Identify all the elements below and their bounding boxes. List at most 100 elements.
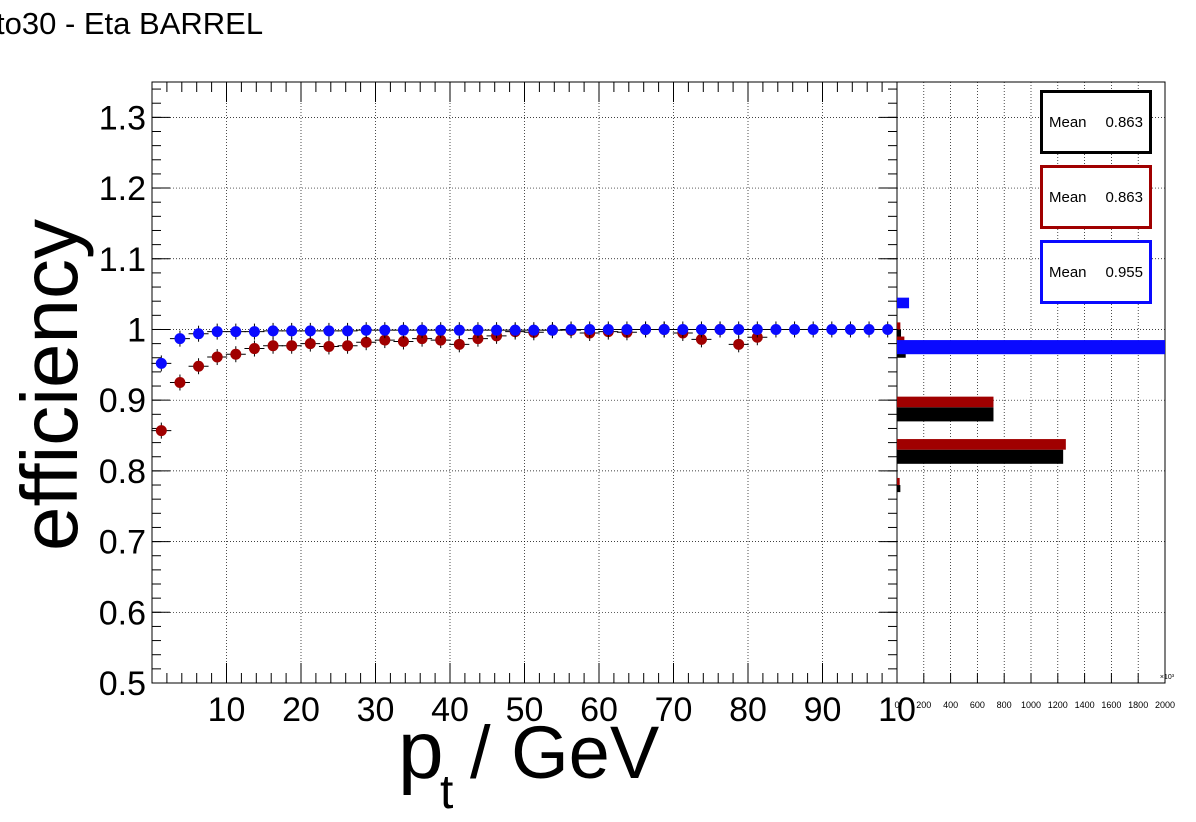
data-point (230, 348, 242, 360)
data-point (286, 325, 298, 337)
x-axis-label: p t / GeV (398, 705, 660, 819)
x-tick-label: 60 (580, 691, 618, 729)
data-point (677, 323, 689, 335)
x-tick-label: 90 (804, 691, 842, 729)
data-point (882, 323, 894, 335)
data-point (826, 323, 838, 335)
tick-labels: 0.5 0.6 0.7 0.8 0.9 1 1.1 1.2 1.3 10 20 30 40 50 60 70 8… (99, 99, 1175, 729)
data-point (789, 323, 801, 335)
stats-mean-value: 0.863 (1105, 113, 1143, 131)
data-point (174, 333, 186, 345)
data-point (416, 324, 428, 336)
data-point (416, 333, 428, 345)
plot-title: to30 - Eta BARREL (0, 6, 264, 41)
y-axis-label: efficiency (5, 219, 94, 551)
data-point (379, 324, 391, 336)
hist-x-tick-label: 1200 (1048, 700, 1068, 710)
hist-bar (897, 329, 902, 341)
hist-bar (897, 477, 900, 486)
data-point (323, 340, 335, 352)
data-point (695, 333, 707, 345)
data-point (342, 340, 354, 352)
svg-text:p: p (398, 705, 444, 796)
data-point (323, 325, 335, 337)
stats-mean-value: 0.863 (1105, 188, 1143, 206)
data-point (751, 323, 763, 335)
svg-text:t: t (440, 766, 453, 819)
data-point (491, 324, 503, 336)
hist-x-tick-label: 1800 (1128, 700, 1148, 710)
x-tick-label: 40 (431, 691, 469, 729)
hist-exponent-label: ×10³ (1160, 674, 1175, 681)
x-tick-label: 30 (357, 691, 395, 729)
data-point (621, 323, 633, 335)
data-point (248, 343, 260, 355)
data-point (565, 323, 577, 335)
hist-bar (897, 449, 1064, 464)
data-point (155, 425, 167, 437)
data-point (304, 325, 316, 337)
hist-bar (897, 396, 994, 408)
y-tick-label: 0.8 (99, 453, 146, 491)
data-point (509, 324, 521, 336)
data-point (193, 328, 205, 340)
y-tick-label: 0.6 (99, 594, 146, 632)
hist-x-tick-label: 0 (894, 700, 899, 710)
hist-x-tick-label: 800 (997, 700, 1012, 710)
hist-bar (897, 297, 910, 309)
x-tick-label: 10 (878, 691, 916, 729)
data-point (472, 324, 484, 336)
data-point (360, 336, 372, 348)
data-points (151, 321, 898, 439)
hist-x-tick-label: 1000 (1021, 700, 1041, 710)
data-point (397, 335, 409, 347)
hist-bar (897, 340, 1165, 355)
stats-mean-label: Mean (1049, 188, 1087, 206)
data-point (453, 338, 465, 350)
data-point (342, 325, 354, 337)
x-tick-label: 10 (208, 691, 246, 729)
y-tick-label: 1 (127, 311, 146, 349)
stats-mean-label: Mean (1049, 263, 1087, 281)
data-point (602, 323, 614, 335)
hist-x-tick-label: 2000 (1155, 700, 1175, 710)
data-point (714, 323, 726, 335)
hist-x-tick-label: 1600 (1101, 700, 1121, 710)
y-tick-label: 0.5 (99, 665, 146, 703)
data-point (155, 357, 167, 369)
data-point (267, 325, 279, 337)
hist-bar (897, 485, 901, 493)
data-point (733, 338, 745, 350)
svg-text:/ GeV: / GeV (470, 711, 660, 794)
data-point (248, 326, 260, 338)
stats-mean-value: 0.955 (1105, 263, 1143, 281)
data-point (230, 326, 242, 338)
y-tick-label: 0.9 (99, 382, 146, 420)
data-point (770, 323, 782, 335)
y-tick-label: 1.1 (99, 241, 146, 279)
data-point (640, 323, 652, 335)
y-tick-label: 0.7 (99, 524, 146, 562)
hist-x-tick-label: 600 (970, 700, 985, 710)
plot-frames (151, 81, 1166, 684)
data-point (193, 360, 205, 372)
data-point (379, 334, 391, 346)
stats-box-black: Mean 0.863 (1040, 90, 1152, 154)
stats-mean-label: Mean (1049, 113, 1087, 131)
data-point (658, 323, 670, 335)
hist-bar (897, 407, 994, 422)
data-point (211, 351, 223, 363)
histogram-bars (897, 297, 1165, 493)
data-point (733, 323, 745, 335)
data-point (695, 323, 707, 335)
stats-box-blue: Mean 0.955 (1040, 240, 1152, 304)
hist-x-tick-label: 400 (943, 700, 958, 710)
data-point (211, 326, 223, 338)
data-point (360, 324, 372, 336)
data-point (844, 323, 856, 335)
y-tick-label: 1.2 (99, 170, 146, 208)
x-tick-label: 50 (506, 691, 544, 729)
data-point (472, 333, 484, 345)
data-point (453, 324, 465, 336)
